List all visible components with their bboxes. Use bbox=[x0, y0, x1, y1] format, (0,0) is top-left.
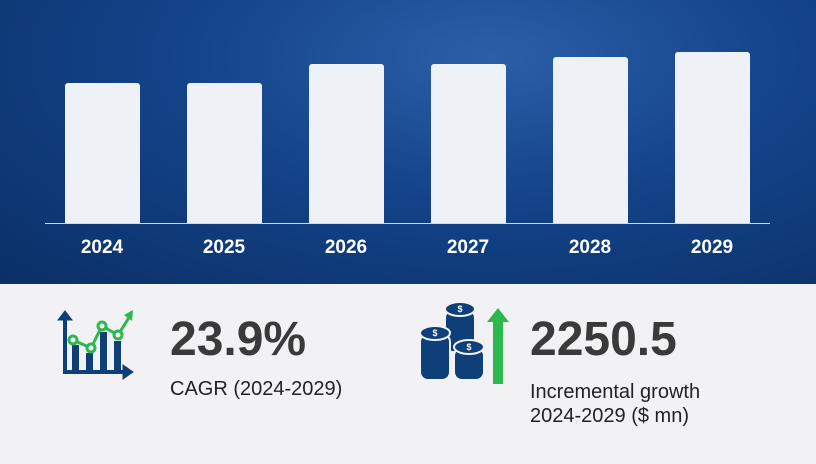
x-tick-label: 2024 bbox=[80, 237, 124, 258]
x-axis-line bbox=[45, 223, 770, 224]
x-tick-label: 2025 bbox=[202, 237, 246, 258]
growth-label-line2: 2024-2029 ($ mn) bbox=[530, 405, 689, 427]
growth-value: 2250.5 bbox=[530, 313, 677, 366]
bar-2026 bbox=[308, 63, 384, 223]
x-tick-label: 2027 bbox=[446, 237, 490, 258]
x-tick-label: 2029 bbox=[690, 237, 734, 258]
chart-area: 2024 2025 2026 2027 2028 2029 bbox=[0, 0, 816, 284]
coins-arrow-up-icon: $ $ $ bbox=[419, 301, 509, 384]
bar-2025 bbox=[186, 83, 262, 223]
svg-text:$: $ bbox=[432, 328, 437, 338]
x-tick-label: 2028 bbox=[568, 237, 612, 258]
growth-label-line1: Incremental growth bbox=[530, 381, 701, 403]
cagr-label: CAGR (2024-2029) bbox=[170, 378, 343, 400]
x-tick-label: 2026 bbox=[324, 237, 368, 258]
bar-2027 bbox=[430, 63, 506, 223]
bar-2024 bbox=[64, 83, 140, 223]
svg-text:$: $ bbox=[466, 342, 471, 352]
chart-growth-icon bbox=[56, 310, 134, 380]
bar-2028 bbox=[552, 56, 628, 223]
bar-2029 bbox=[674, 52, 750, 223]
stats-panel: 23.9% CAGR (2024-2029) $ $ $ 2250.5 Increm… bbox=[0, 284, 816, 464]
cagr-value: 23.9% bbox=[170, 313, 307, 366]
svg-text:$: $ bbox=[457, 304, 462, 314]
